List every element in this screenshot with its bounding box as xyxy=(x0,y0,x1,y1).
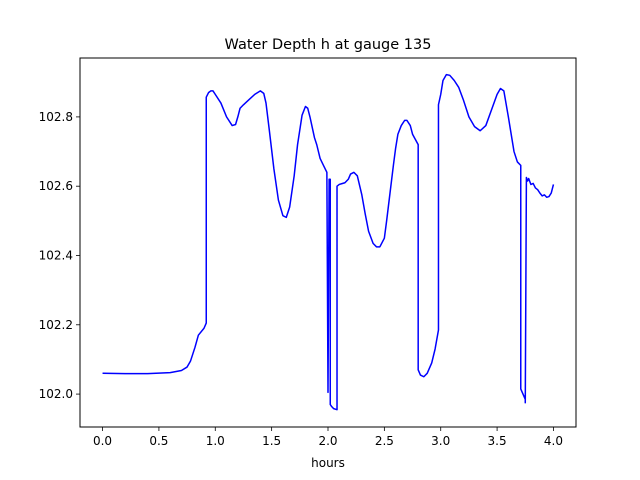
x-tick-label: 4.0 xyxy=(544,434,563,448)
chart-marks xyxy=(102,73,555,411)
x-tick-label: 0.0 xyxy=(93,434,112,448)
x-tick-label: 2.0 xyxy=(318,434,337,448)
y-tick-label: 102.0 xyxy=(39,387,73,401)
y-tick-label: 102.4 xyxy=(39,248,73,262)
x-tick-label: 2.5 xyxy=(375,434,394,448)
x-tick-label: 1.5 xyxy=(262,434,281,448)
x-tick-label: 3.0 xyxy=(431,434,450,448)
y-tick-label: 102.8 xyxy=(39,110,73,124)
x-axis: 0.0 0.5 1.0 1.5 2.0 2.5 3.0 3.5 4.0 xyxy=(93,427,563,448)
chart-title: Water Depth h at gauge 135 xyxy=(225,37,432,53)
series-line xyxy=(102,73,555,411)
x-tick-label: 0.5 xyxy=(149,434,168,448)
x-tick-label: 3.5 xyxy=(488,434,507,448)
x-tick-label: 1.0 xyxy=(206,434,225,448)
y-tick-label: 102.6 xyxy=(39,179,73,193)
y-tick-label: 102.2 xyxy=(39,318,73,332)
x-axis-label: hours xyxy=(311,456,345,470)
y-axis: 102.0 102.2 102.4 102.6 102.8 xyxy=(39,110,80,401)
